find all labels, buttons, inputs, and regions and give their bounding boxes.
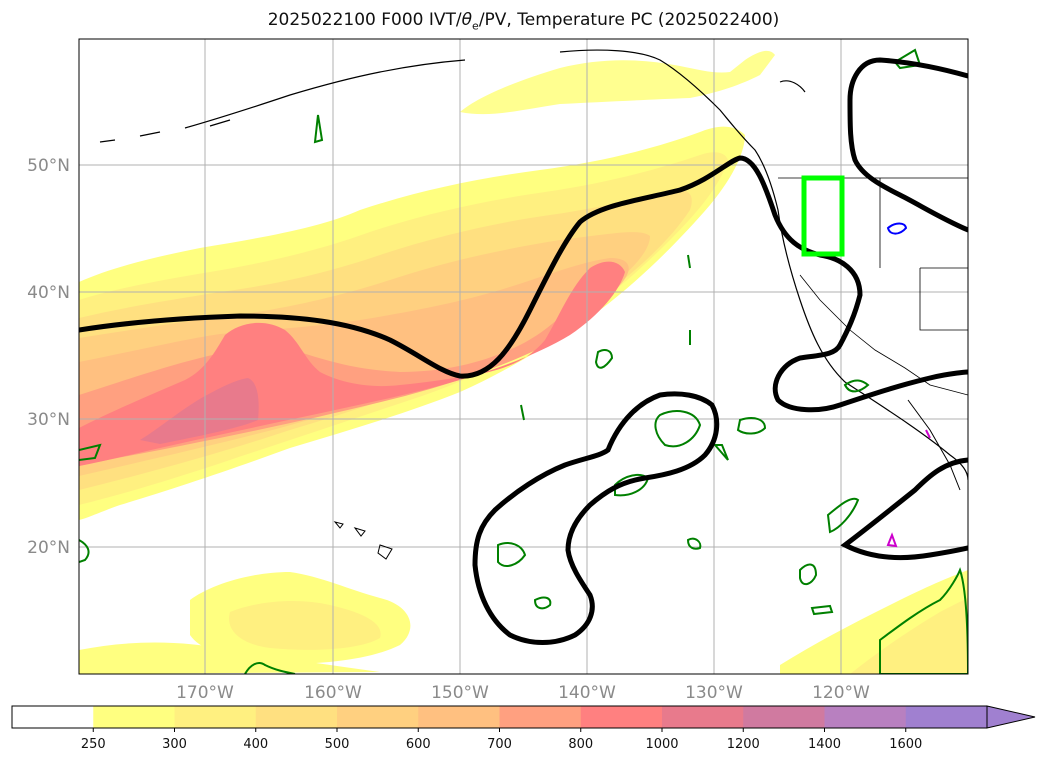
pv-contour-k	[79, 539, 90, 563]
lat-label-50: 50°N	[27, 156, 70, 176]
north-america-coast	[559, 49, 968, 481]
title-main: 2025022100 F000 IVT/	[267, 10, 462, 30]
title-rest: /PV, Temperature PC (2025022400)	[478, 10, 780, 30]
pv-contour-o	[313, 114, 324, 144]
lon-label-160w: 160°W	[304, 683, 362, 703]
blue-contour	[886, 222, 908, 235]
latitude-labels: 50°N 40°N 30°N 20°N	[27, 156, 70, 558]
us-mexico-border	[799, 274, 968, 396]
lat-label-40: 40°N	[27, 283, 70, 303]
colorbar-tick-label: 600	[406, 737, 431, 752]
lat-label-20: 20°N	[27, 538, 70, 558]
temp-pc-southeast	[840, 457, 968, 561]
colorbar-segment	[93, 706, 175, 728]
colorbar-segment	[499, 706, 582, 728]
pv-contour-q	[686, 537, 702, 550]
lon-label-170w: 170°W	[176, 683, 234, 703]
aleutian-west	[99, 119, 231, 143]
pv-contour-n	[843, 379, 870, 393]
colorbar-segment	[580, 706, 663, 728]
lat-label-30: 30°N	[27, 410, 70, 430]
colorbar-tick-label: 700	[487, 737, 512, 752]
colorbar-segment	[743, 706, 825, 728]
ivt-south-edge	[79, 642, 380, 674]
ivt-ar-1000	[140, 378, 259, 444]
region-box	[801, 175, 845, 257]
colorbar-extend-arrow	[986, 705, 1036, 729]
pv-contour-h	[799, 563, 818, 586]
magenta-contour-2	[925, 429, 931, 439]
magenta-contour-1	[886, 532, 898, 548]
pv-contour-d	[497, 542, 527, 567]
lon-label-150w: 150°W	[431, 683, 489, 703]
temp-pc-loop-south	[472, 391, 720, 645]
colorbar-segment	[12, 706, 94, 728]
colorbar-tick-label: 250	[81, 737, 106, 752]
longitude-labels: 170°W 160°W 150°W 140°W 130°W 120°W	[176, 683, 870, 703]
temperature-pc-contours	[79, 57, 968, 645]
lon-label-140w: 140°W	[558, 683, 616, 703]
pv-contour-f	[594, 349, 614, 369]
aleutian-chain	[184, 59, 466, 129]
colorbar-tick-label: 1000	[645, 737, 678, 752]
plot-frame	[78, 38, 969, 675]
pv-contour-i	[810, 604, 834, 616]
pv-contour-a	[654, 410, 702, 448]
map-title: 2025022100 F000 IVT/θe/PV, Temperature P…	[0, 10, 1047, 32]
baja-california	[907, 399, 961, 491]
pv-contour-b	[736, 417, 767, 435]
title-theta-sub: e	[472, 19, 479, 33]
colorbar-segment	[418, 706, 500, 728]
pv-contour-m	[244, 662, 296, 674]
pv-contour-e	[533, 596, 552, 610]
ivt-band-north	[460, 50, 775, 115]
pv-contour-g	[826, 497, 860, 534]
colorbar-segment	[905, 706, 988, 728]
colorbar-segment	[337, 706, 419, 728]
temp-pc-main	[79, 155, 968, 413]
colorbar-segment	[174, 706, 257, 728]
colorbar-tick-label: 400	[243, 737, 268, 752]
colorbar-tick-label: 500	[325, 737, 350, 752]
colorbar-tick-label: 300	[162, 737, 187, 752]
lon-label-130w: 130°W	[685, 683, 743, 703]
pv-contour-j	[879, 567, 968, 674]
colorbar-segment	[255, 706, 338, 728]
colorbar: 250 300 400 500 600 700 800 1000 1200 1400 1600	[11, 705, 1036, 752]
colorbar-segment	[824, 706, 907, 728]
title-theta: θ	[461, 10, 473, 30]
hawaii-islands	[333, 521, 393, 560]
temp-pc-north	[847, 57, 968, 233]
colorbar-segment	[662, 706, 744, 728]
ivt-south-patch-2	[229, 600, 381, 650]
alaska-coast-detail	[779, 80, 806, 93]
lon-label-120w: 120°W	[812, 683, 870, 703]
colorbar-tick-label: 1600	[889, 737, 922, 752]
pv-contour-l	[79, 443, 102, 461]
colorbar-tick-label: 800	[568, 737, 593, 752]
pv-contour-small	[520, 254, 729, 461]
colorbar-tick-label: 1200	[727, 737, 760, 752]
colorbar-tick-label: 1400	[808, 737, 841, 752]
